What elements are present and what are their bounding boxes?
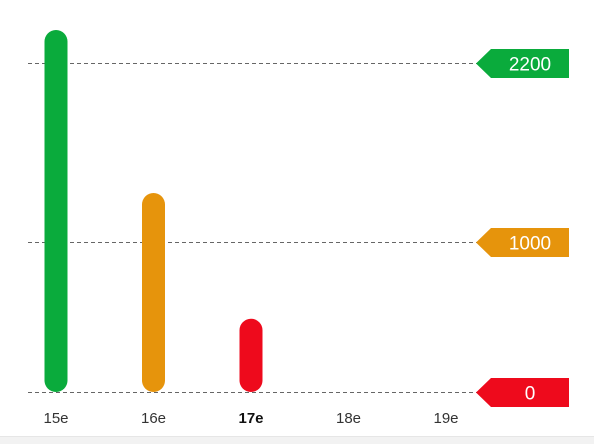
reference-label-0: 0	[525, 384, 536, 405]
reference-marker-1000	[476, 228, 569, 257]
reference-label-2200: 2200	[509, 55, 551, 76]
bottom-divider	[0, 436, 594, 444]
bars	[44, 30, 263, 392]
x-tick-label-17e[interactable]: 17e	[238, 410, 263, 427]
x-tick-label-15e[interactable]: 15e	[43, 410, 68, 427]
reference-lines	[28, 63, 490, 393]
bar-17e[interactable]	[239, 318, 263, 392]
x-tick-label-16e[interactable]: 16e	[141, 410, 166, 427]
bar-15e[interactable]	[44, 30, 68, 392]
x-axis-tick-labels: 15e 16e 17e 18e 19e	[43, 410, 458, 427]
x-tick-label-18e[interactable]: 18e	[336, 410, 361, 427]
reference-label-1000: 1000	[509, 234, 551, 255]
reference-markers: 2200 1000 0	[476, 49, 569, 407]
reference-marker-2200	[476, 49, 569, 78]
bar-16e[interactable]	[142, 193, 165, 392]
x-tick-label-19e[interactable]: 19e	[433, 410, 458, 427]
reference-marker-0	[476, 378, 569, 407]
